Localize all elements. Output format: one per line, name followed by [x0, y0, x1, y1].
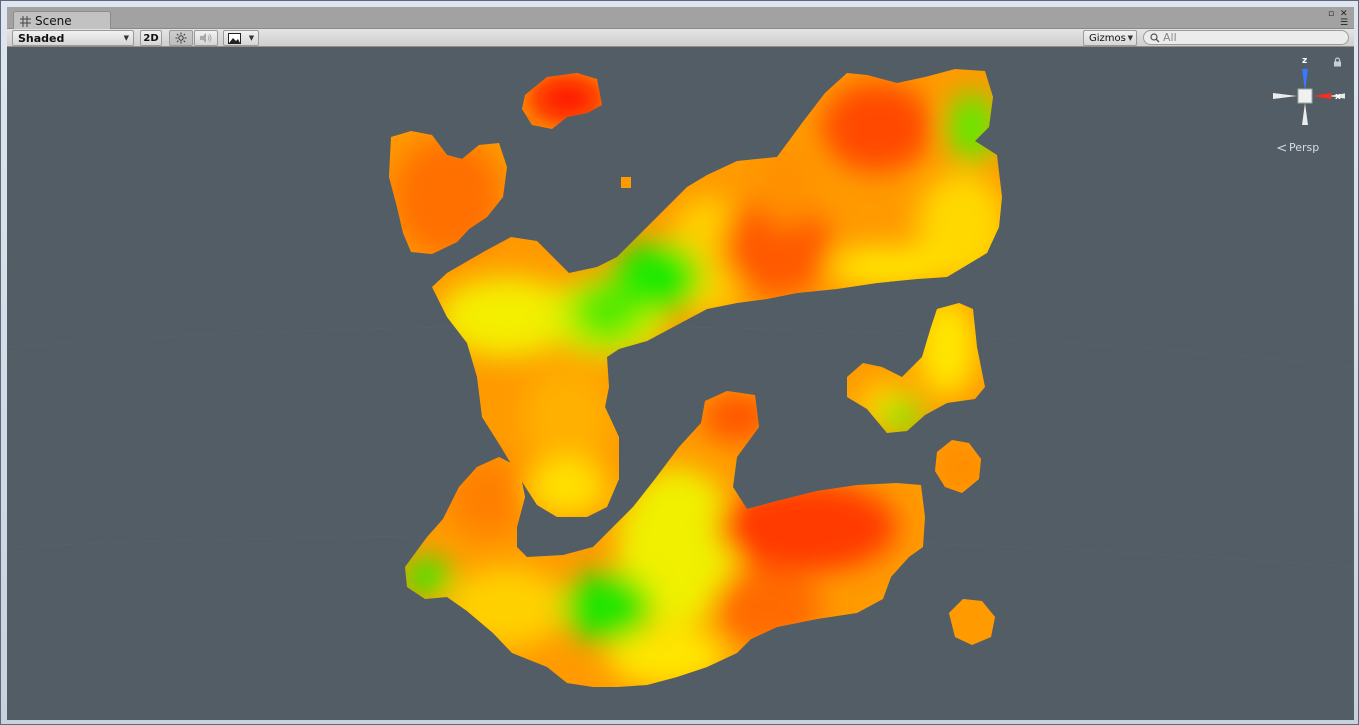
- gizmos-label: Gizmos: [1089, 32, 1126, 44]
- audio-toggle-button[interactable]: [194, 30, 218, 46]
- projection-toggle[interactable]: Persp: [1277, 141, 1319, 154]
- x-axis-label: x: [1335, 92, 1341, 102]
- center-cube[interactable]: [1297, 88, 1313, 104]
- orientation-gizmo[interactable]: z x: [1265, 55, 1345, 145]
- draw-mode-label: Shaded: [18, 31, 65, 45]
- terrain-heatmap: [7, 69, 1354, 687]
- grid-icon: [20, 15, 31, 27]
- tab-strip: Scene ▫ ✕ ☰: [7, 7, 1354, 30]
- tab-label: Scene: [35, 14, 72, 28]
- search-placeholder: All: [1163, 31, 1177, 44]
- scene-viewport[interactable]: z x Persp: [7, 47, 1354, 720]
- x-axis-arrow[interactable]: [1313, 93, 1331, 99]
- lighting-toggle-button[interactable]: [169, 30, 193, 46]
- close-icon[interactable]: ✕: [1340, 9, 1348, 19]
- tab-scene[interactable]: Scene: [13, 11, 111, 30]
- search-input[interactable]: All: [1143, 30, 1349, 45]
- 2d-toggle-button[interactable]: 2D: [140, 30, 162, 46]
- maximize-icon[interactable]: ▫: [1328, 9, 1335, 19]
- effects-dropdown[interactable]: ▼: [223, 30, 259, 46]
- image-icon: [227, 32, 241, 44]
- z-axis-label: z: [1302, 56, 1307, 66]
- perspective-icon: [1277, 144, 1287, 151]
- projection-label: Persp: [1289, 141, 1320, 154]
- draw-mode-dropdown[interactable]: Shaded ▼: [12, 30, 134, 46]
- neg-z-arrow[interactable]: [1302, 103, 1308, 125]
- chevron-down-icon: ▼: [1127, 34, 1133, 42]
- search-icon: [1150, 32, 1160, 42]
- speaker-icon: [200, 33, 212, 43]
- scene-toolbar: Shaded ▼ 2D ▼ Gizmos ▼: [7, 29, 1354, 47]
- chevron-down-icon: ▼: [248, 34, 255, 42]
- gizmos-dropdown[interactable]: Gizmos ▼: [1083, 30, 1137, 46]
- sun-icon: [175, 32, 187, 44]
- chevron-down-icon: ▼: [123, 34, 129, 42]
- z-axis-arrow[interactable]: [1302, 69, 1308, 91]
- tab-menu-icon[interactable]: ☰: [1340, 18, 1349, 28]
- neg-x-arrow[interactable]: [1273, 93, 1297, 99]
- terrain-mesh: [389, 69, 1002, 687]
- lock-icon[interactable]: [1333, 57, 1342, 70]
